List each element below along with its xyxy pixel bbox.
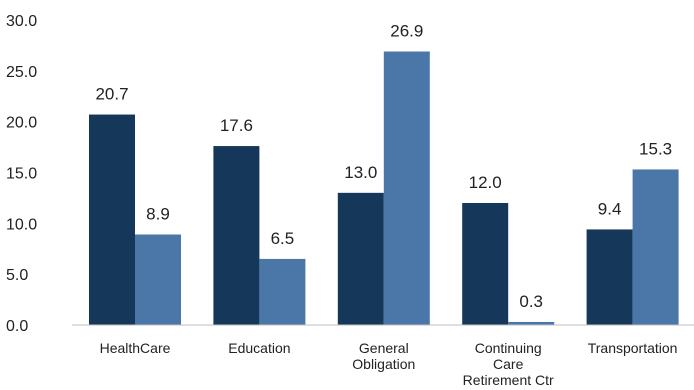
category-label-line: Education (228, 340, 290, 356)
y-tick-label: 10.0 (6, 216, 37, 233)
data-label: 17.6 (220, 116, 253, 135)
bar (586, 229, 633, 325)
y-tick-label: 30.0 (6, 13, 37, 30)
bar (89, 114, 135, 325)
category-label-line: General (359, 340, 409, 356)
bar (462, 203, 509, 325)
category-label-line: Continuing (475, 340, 542, 356)
category-label: Education (228, 340, 290, 356)
bar (213, 146, 260, 325)
category-label-line: Care (493, 356, 524, 372)
category-label-line: Obligation (352, 356, 415, 372)
data-label: 0.3 (519, 292, 543, 311)
data-label: 6.5 (271, 229, 295, 248)
category-label: Continuing Care Retirement Ctr (463, 340, 554, 388)
bar (259, 258, 306, 325)
category-label-line: HealthCare (100, 340, 171, 356)
y-tick-label: 0.0 (6, 318, 28, 335)
data-label: 20.7 (95, 85, 128, 104)
data-label: 12.0 (469, 173, 502, 192)
y-tick-label: 25.0 (6, 64, 37, 81)
data-label: 26.9 (390, 22, 423, 41)
y-tick-label: 5.0 (6, 267, 28, 284)
bar (337, 192, 384, 325)
data-label: 13.0 (344, 163, 377, 182)
bars (89, 51, 679, 326)
value-labels: 20.7 8.9 17.6 6.5 13.0 26.9 12.0 0.3 9.4 15.3 (95, 22, 672, 311)
data-label: 8.9 (146, 205, 170, 224)
category-label: HealthCare (100, 340, 171, 356)
category-label-line: Transportation (588, 340, 678, 356)
bar (383, 51, 430, 326)
y-axis: 0.0 5.0 10.0 15.0 20.0 25.0 30.0 (6, 13, 37, 335)
y-tick-label: 15.0 (6, 166, 37, 183)
data-label: 9.4 (598, 199, 622, 218)
data-label: 15.3 (639, 139, 672, 158)
category-label: General Obligation (352, 340, 415, 372)
bar (632, 169, 679, 325)
x-axis: HealthCare Education General Obligation Cont… (100, 340, 678, 388)
category-label-line: Retirement Ctr (463, 372, 554, 388)
category-label: Transportation (588, 340, 678, 356)
bar (508, 321, 555, 325)
y-tick-label: 20.0 (6, 115, 37, 132)
bar (135, 234, 181, 325)
